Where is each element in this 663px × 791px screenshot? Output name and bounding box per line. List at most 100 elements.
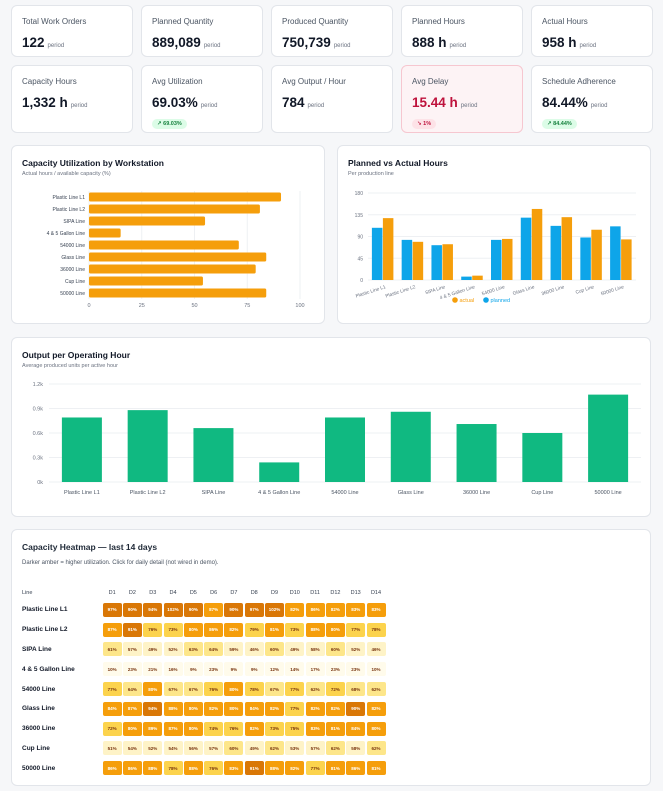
heatmap-cell[interactable]: 90% xyxy=(122,602,142,617)
heatmap-cell[interactable]: 80% xyxy=(224,701,244,716)
heatmap-cell[interactable]: 82% xyxy=(224,622,244,637)
heatmap-cell[interactable]: 14% xyxy=(285,662,305,677)
heatmap-cell[interactable]: 67% xyxy=(183,682,203,697)
heatmap-cell[interactable]: 84% xyxy=(244,701,264,716)
heatmap-cell[interactable]: 54% xyxy=(163,741,183,756)
heatmap-cell[interactable]: 62% xyxy=(366,741,386,756)
heatmap-cell[interactable]: 80% xyxy=(224,682,244,697)
heatmap-cell[interactable]: 81% xyxy=(265,622,285,637)
heatmap-cell[interactable]: 52% xyxy=(143,741,163,756)
heatmap-cell[interactable]: 49% xyxy=(285,642,305,657)
heatmap-cell[interactable]: 86% xyxy=(102,761,122,776)
heatmap-cell[interactable]: 74% xyxy=(204,721,224,736)
heatmap-cell[interactable]: 60% xyxy=(265,642,285,657)
heatmap-cell[interactable]: 87% xyxy=(204,602,224,617)
heatmap-cell[interactable]: 87% xyxy=(163,721,183,736)
heatmap-cell[interactable]: 90% xyxy=(224,602,244,617)
heatmap-cell[interactable]: 16% xyxy=(163,662,183,677)
heatmap-cell[interactable]: 84% xyxy=(102,701,122,716)
heatmap-cell[interactable]: 54% xyxy=(122,741,142,756)
heatmap-cell[interactable]: 77% xyxy=(285,682,305,697)
heatmap-cell[interactable]: 82% xyxy=(244,721,264,736)
heatmap-cell[interactable]: 73% xyxy=(163,622,183,637)
heatmap-cell[interactable]: 81% xyxy=(366,761,386,776)
heatmap-cell[interactable]: 91% xyxy=(122,622,142,637)
heatmap-cell[interactable]: 82% xyxy=(265,701,285,716)
heatmap-cell[interactable]: 86% xyxy=(204,622,224,637)
heatmap-cell[interactable]: 58% xyxy=(346,741,366,756)
heatmap-cell[interactable]: 64% xyxy=(122,682,142,697)
heatmap-cell[interactable]: 67% xyxy=(265,682,285,697)
heatmap-cell[interactable]: 80% xyxy=(122,721,142,736)
heatmap-cell[interactable]: 76% xyxy=(143,622,163,637)
heatmap-cell[interactable]: 76% xyxy=(224,721,244,736)
heatmap-cell[interactable]: 88% xyxy=(163,701,183,716)
heatmap-cell[interactable]: 80% xyxy=(143,682,163,697)
heatmap-cell[interactable]: 23% xyxy=(346,662,366,677)
heatmap-cell[interactable]: 17% xyxy=(305,662,325,677)
heatmap-cell[interactable]: 88% xyxy=(305,622,325,637)
heatmap-cell[interactable]: 82% xyxy=(325,602,345,617)
heatmap-cell[interactable]: 23% xyxy=(122,662,142,677)
heatmap-cell[interactable]: 80% xyxy=(183,622,203,637)
heatmap-cell[interactable]: 62% xyxy=(265,741,285,756)
heatmap-cell[interactable]: 57% xyxy=(305,741,325,756)
heatmap-cell[interactable]: 73% xyxy=(265,721,285,736)
heatmap-cell[interactable]: 23% xyxy=(204,662,224,677)
heatmap-cell[interactable]: 62% xyxy=(305,682,325,697)
heatmap-cell[interactable]: 94% xyxy=(143,701,163,716)
heatmap-cell[interactable]: 91% xyxy=(244,761,264,776)
heatmap-cell[interactable]: 81% xyxy=(325,761,345,776)
heatmap-cell[interactable]: 63% xyxy=(183,642,203,657)
heatmap-cell[interactable]: 86% xyxy=(305,602,325,617)
heatmap-cell[interactable]: 82% xyxy=(325,701,345,716)
heatmap-cell[interactable]: 83% xyxy=(224,761,244,776)
heatmap-cell[interactable]: 80% xyxy=(183,721,203,736)
heatmap-cell[interactable]: 10% xyxy=(102,662,122,677)
heatmap-cell[interactable]: 78% xyxy=(244,682,264,697)
heatmap-cell[interactable]: 77% xyxy=(102,682,122,697)
heatmap-cell[interactable]: 83% xyxy=(366,602,386,617)
heatmap-cell[interactable]: 60% xyxy=(224,741,244,756)
heatmap-cell[interactable]: 102% xyxy=(163,602,183,617)
heatmap-cell[interactable]: 23% xyxy=(325,662,345,677)
heatmap-cell[interactable]: 12% xyxy=(265,662,285,677)
heatmap-cell[interactable]: 73% xyxy=(285,622,305,637)
heatmap-cell[interactable]: 9% xyxy=(224,662,244,677)
heatmap-cell[interactable]: 97% xyxy=(244,602,264,617)
heatmap-cell[interactable]: 9% xyxy=(183,662,203,677)
heatmap-cell[interactable]: 56% xyxy=(183,741,203,756)
heatmap-cell[interactable]: 77% xyxy=(346,622,366,637)
heatmap-cell[interactable]: 77% xyxy=(305,761,325,776)
heatmap-cell[interactable]: 82% xyxy=(366,701,386,716)
heatmap-cell[interactable]: 88% xyxy=(183,761,203,776)
heatmap-cell[interactable]: 80% xyxy=(325,622,345,637)
heatmap-cell[interactable]: 53% xyxy=(285,741,305,756)
heatmap-cell[interactable]: 59% xyxy=(224,642,244,657)
heatmap-cell[interactable]: 60% xyxy=(325,642,345,657)
heatmap-cell[interactable]: 62% xyxy=(325,741,345,756)
heatmap-cell[interactable]: 86% xyxy=(122,761,142,776)
heatmap-cell[interactable]: 83% xyxy=(305,721,325,736)
heatmap-cell[interactable]: 64% xyxy=(204,642,224,657)
heatmap-cell[interactable]: 75% xyxy=(285,721,305,736)
heatmap-cell[interactable]: 61% xyxy=(102,642,122,657)
heatmap-cell[interactable]: 46% xyxy=(244,642,264,657)
heatmap-cell[interactable]: 97% xyxy=(102,602,122,617)
heatmap-cell[interactable]: 76% xyxy=(204,682,224,697)
heatmap-cell[interactable]: 82% xyxy=(305,701,325,716)
heatmap-cell[interactable]: 9% xyxy=(244,662,264,677)
heatmap-cell[interactable]: 57% xyxy=(122,642,142,657)
heatmap-cell[interactable]: 76% xyxy=(204,761,224,776)
heatmap-cell[interactable]: 82% xyxy=(285,602,305,617)
heatmap-cell[interactable]: 62% xyxy=(366,682,386,697)
heatmap-cell[interactable]: 72% xyxy=(102,721,122,736)
heatmap-cell[interactable]: 89% xyxy=(143,721,163,736)
heatmap-cell[interactable]: 10% xyxy=(366,662,386,677)
heatmap-cell[interactable]: 82% xyxy=(204,701,224,716)
heatmap-cell[interactable]: 46% xyxy=(366,642,386,657)
heatmap-cell[interactable]: 58% xyxy=(305,642,325,657)
heatmap-cell[interactable]: 80% xyxy=(183,701,203,716)
heatmap-cell[interactable]: 67% xyxy=(163,682,183,697)
heatmap-cell[interactable]: 78% xyxy=(163,761,183,776)
